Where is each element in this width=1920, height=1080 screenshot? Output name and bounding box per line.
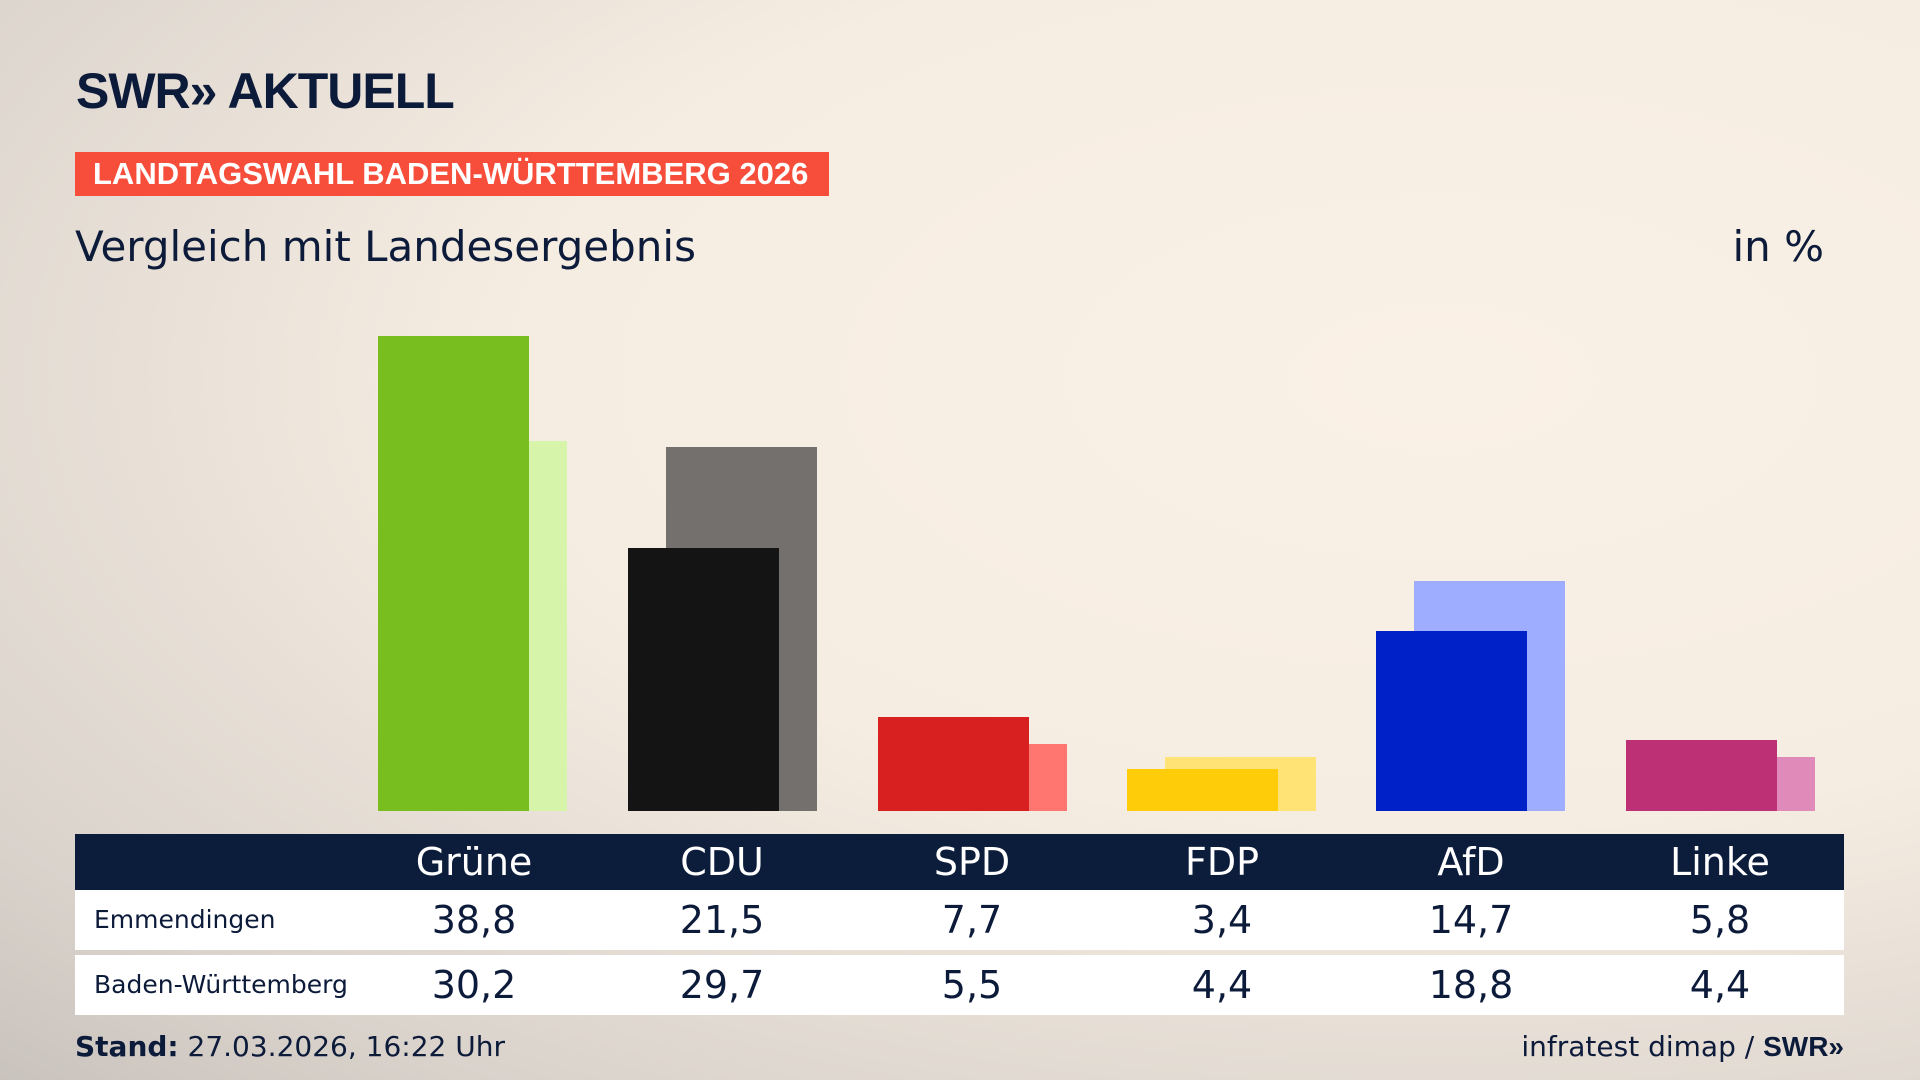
chart-subtitle: Vergleich mit Landesergebnis <box>75 222 696 271</box>
column-header: FDP <box>1184 840 1260 884</box>
table-row: Baden-Württemberg 30,2 29,7 5,5 4,4 18,8 4,4 <box>75 955 1844 1015</box>
table-cell: 7,7 <box>941 898 1003 942</box>
results-table: Grüne CDU SPD FDP AfD Linke Emmendingen 38,8 2… <box>75 834 1844 1015</box>
bar-wahlkreis-fdp <box>1127 769 1278 811</box>
table-cell: 29,7 <box>679 963 765 1007</box>
timestamp: Stand: 27.03.2026, 16:22 Uhr <box>75 1030 505 1063</box>
column-header: CDU <box>680 840 764 884</box>
column-header: SPD <box>933 840 1011 884</box>
table-cell: 5,8 <box>1689 898 1751 942</box>
row-label: Emmendingen <box>94 905 276 934</box>
table-header: Grüne CDU SPD FDP AfD Linke <box>75 834 1844 890</box>
table-cell: 38,8 <box>431 898 517 942</box>
swr-aktuell-logo: SWR» AKTUELL <box>76 63 455 119</box>
election-banner: LANDTAGSWAHL BADEN-WÜRTTEMBERG 2026 <box>75 152 829 196</box>
swr-small-logo: SWR» <box>1763 1031 1844 1062</box>
table-cell: 4,4 <box>1191 963 1253 1007</box>
bar-wahlkreis-afd <box>1376 630 1527 811</box>
row-label: Baden-Württemberg <box>94 970 348 999</box>
stand-label: Stand: <box>75 1030 179 1063</box>
table-cell: 18,8 <box>1428 963 1514 1007</box>
table-row: Emmendingen 38,8 21,5 7,7 3,4 14,7 5,8 <box>75 890 1844 950</box>
table-cell: 21,5 <box>679 898 765 942</box>
column-header: Grüne <box>415 840 533 884</box>
table-cell: 5,5 <box>941 963 1003 1007</box>
bar-wahlkreis-spd <box>878 716 1029 811</box>
bar-chart <box>378 335 1815 811</box>
column-header: Linke <box>1670 840 1770 884</box>
unit-label: in % <box>1732 222 1824 271</box>
table-cell: 3,4 <box>1191 898 1253 942</box>
source: infratest dimap / SWR» <box>1521 1030 1844 1063</box>
column-header: AfD <box>1437 840 1505 884</box>
table-cell: 14,7 <box>1428 898 1514 942</box>
table-cell: 30,2 <box>431 963 517 1007</box>
table-cell: 4,4 <box>1689 963 1751 1007</box>
bar-wahlkreis-linke <box>1626 739 1777 811</box>
source-text: infratest dimap / <box>1521 1030 1764 1063</box>
bar-wahlkreis-cdu <box>628 547 779 811</box>
stand-value: 27.03.2026, 16:22 Uhr <box>178 1030 505 1063</box>
bar-wahlkreis-grüne <box>378 335 529 811</box>
